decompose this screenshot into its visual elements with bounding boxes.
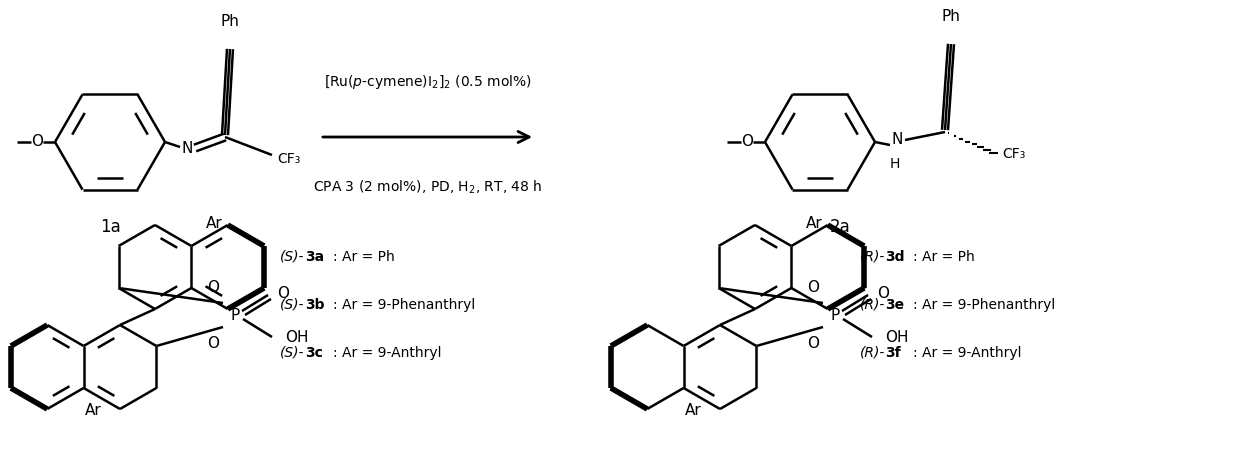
Text: O: O [31,135,43,150]
Text: N: N [181,142,192,157]
Text: (R)-: (R)- [861,298,885,312]
Text: : Ar = 9-Phenanthryl: : Ar = 9-Phenanthryl [913,298,1055,312]
Text: Ph: Ph [941,9,961,24]
Text: 3d: 3d [885,250,904,264]
Text: O: O [742,135,753,150]
Text: 3a: 3a [305,250,324,264]
Text: CF₃: CF₃ [1002,147,1025,161]
Text: 3e: 3e [885,298,904,312]
Text: (S)-: (S)- [280,346,305,360]
Text: : Ar = Ph: : Ar = Ph [334,250,394,264]
Text: 2a: 2a [830,218,851,236]
Text: N: N [892,132,903,146]
Text: Ar: Ar [686,403,702,418]
Text: CF₃: CF₃ [277,152,300,166]
Text: O: O [807,336,818,351]
Text: 3b: 3b [305,298,325,312]
Text: Ar: Ar [86,403,102,418]
Text: Ar: Ar [806,216,823,231]
Text: P: P [831,307,839,322]
Text: O: O [277,286,289,301]
Text: [Ru($\it{p}$-cymene)I$_2$]$_2$ (0.5 mol%): [Ru($\it{p}$-cymene)I$_2$]$_2$ (0.5 mol%… [324,73,532,91]
Text: Ph: Ph [221,14,239,29]
Text: P: P [231,307,239,322]
Text: O: O [207,279,219,295]
Text: OH: OH [285,329,309,345]
Text: : Ar = 9-Phenanthryl: : Ar = 9-Phenanthryl [334,298,475,312]
Text: CPA 3 (2 mol%), PD, H$_2$, RT, 48 h: CPA 3 (2 mol%), PD, H$_2$, RT, 48 h [312,178,542,196]
Text: : Ar = 9-Anthryl: : Ar = 9-Anthryl [913,346,1022,360]
Text: (R)-: (R)- [861,346,885,360]
Text: O: O [807,279,818,295]
Text: O: O [207,336,219,351]
Text: H: H [890,157,900,171]
Text: Ar: Ar [206,216,223,231]
Text: (S)-: (S)- [280,250,305,264]
Text: : Ar = Ph: : Ar = Ph [913,250,975,264]
Text: (R)-: (R)- [861,250,885,264]
Text: 3f: 3f [885,346,900,360]
Text: O: O [877,286,889,301]
Text: 1a: 1a [99,218,120,236]
Text: (S)-: (S)- [280,298,305,312]
Text: 3c: 3c [305,346,322,360]
Text: OH: OH [885,329,909,345]
Text: : Ar = 9-Anthryl: : Ar = 9-Anthryl [334,346,441,360]
